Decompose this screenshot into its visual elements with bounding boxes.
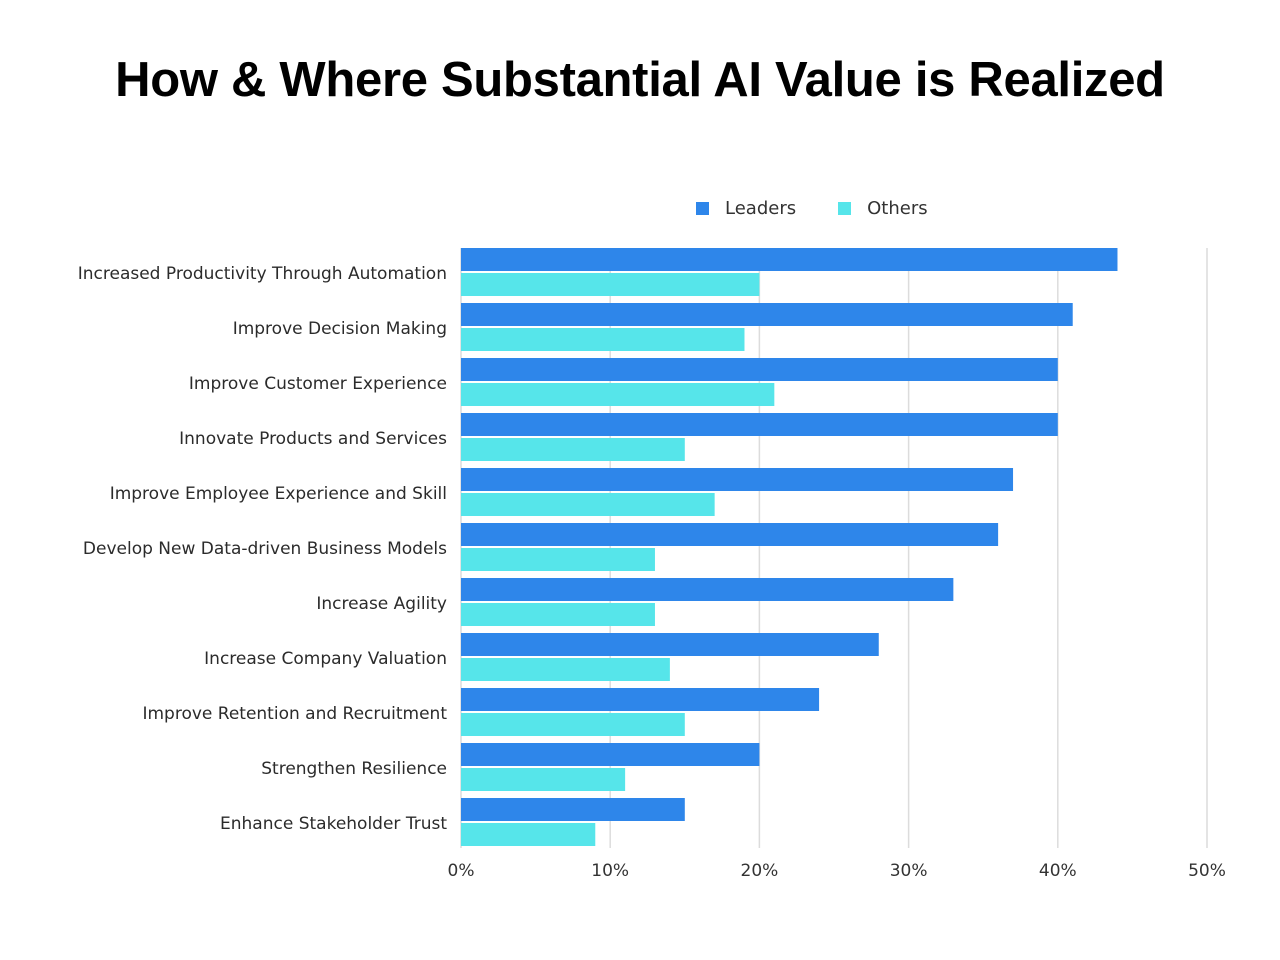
category-label: Innovate Products and Services (179, 429, 447, 449)
x-tick-label: 50% (1188, 861, 1226, 881)
category-label: Improve Customer Experience (189, 374, 447, 394)
category-label: Develop New Data-driven Business Models (83, 539, 447, 559)
category-label: Improve Decision Making (233, 319, 447, 339)
x-tick-label: 10% (591, 861, 629, 881)
category-label: Strengthen Resilience (261, 759, 447, 779)
legend-label-others: Others (867, 198, 928, 219)
bar-leaders (461, 358, 1058, 381)
legend-swatch-others (838, 202, 852, 215)
x-tick-label: 30% (890, 861, 928, 881)
bar-others (461, 823, 596, 846)
bar-others (461, 713, 685, 736)
bar-leaders (461, 303, 1073, 326)
bar-leaders (461, 248, 1118, 271)
bar-leaders (461, 633, 879, 656)
legend-label-leaders: Leaders (725, 198, 797, 219)
x-tick-label: 20% (741, 861, 779, 881)
bar-others (461, 328, 745, 351)
bar-leaders (461, 468, 1014, 491)
x-tick-labels: 0% 10% 20% 30% 40% 50% (448, 861, 1226, 881)
category-label: Increase Agility (316, 594, 447, 614)
category-label: Increase Company Valuation (204, 649, 447, 669)
bar-others (461, 548, 655, 571)
category-label: Improve Employee Experience and Skill (110, 484, 447, 504)
x-tick-label: 0% (448, 861, 475, 881)
bar-others (461, 658, 670, 681)
category-labels: Increased Productivity Through Automatio… (78, 264, 448, 834)
category-label: Enhance Stakeholder Trust (220, 814, 447, 834)
category-label: Increased Productivity Through Automatio… (78, 264, 447, 284)
bars (461, 248, 1118, 846)
bar-leaders (461, 688, 820, 711)
bar-leaders (461, 743, 760, 766)
bar-others (461, 273, 760, 296)
legend-item-others: Others (838, 198, 928, 219)
x-tick-label: 40% (1039, 861, 1077, 881)
legend: Leaders Others (696, 198, 970, 219)
bar-leaders (461, 578, 954, 601)
chart-title: How & Where Substantial AI Value is Real… (115, 53, 1165, 107)
bar-others (461, 383, 775, 406)
legend-item-leaders: Leaders (696, 198, 796, 219)
bar-others (461, 438, 685, 461)
bar-leaders (461, 798, 685, 821)
category-label: Improve Retention and Recruitment (142, 704, 447, 724)
bar-leaders (461, 523, 999, 546)
bar-others (461, 768, 626, 791)
bar-others (461, 493, 715, 516)
bar-leaders (461, 413, 1058, 436)
legend-swatch-leaders (696, 202, 709, 215)
bar-others (461, 603, 655, 626)
